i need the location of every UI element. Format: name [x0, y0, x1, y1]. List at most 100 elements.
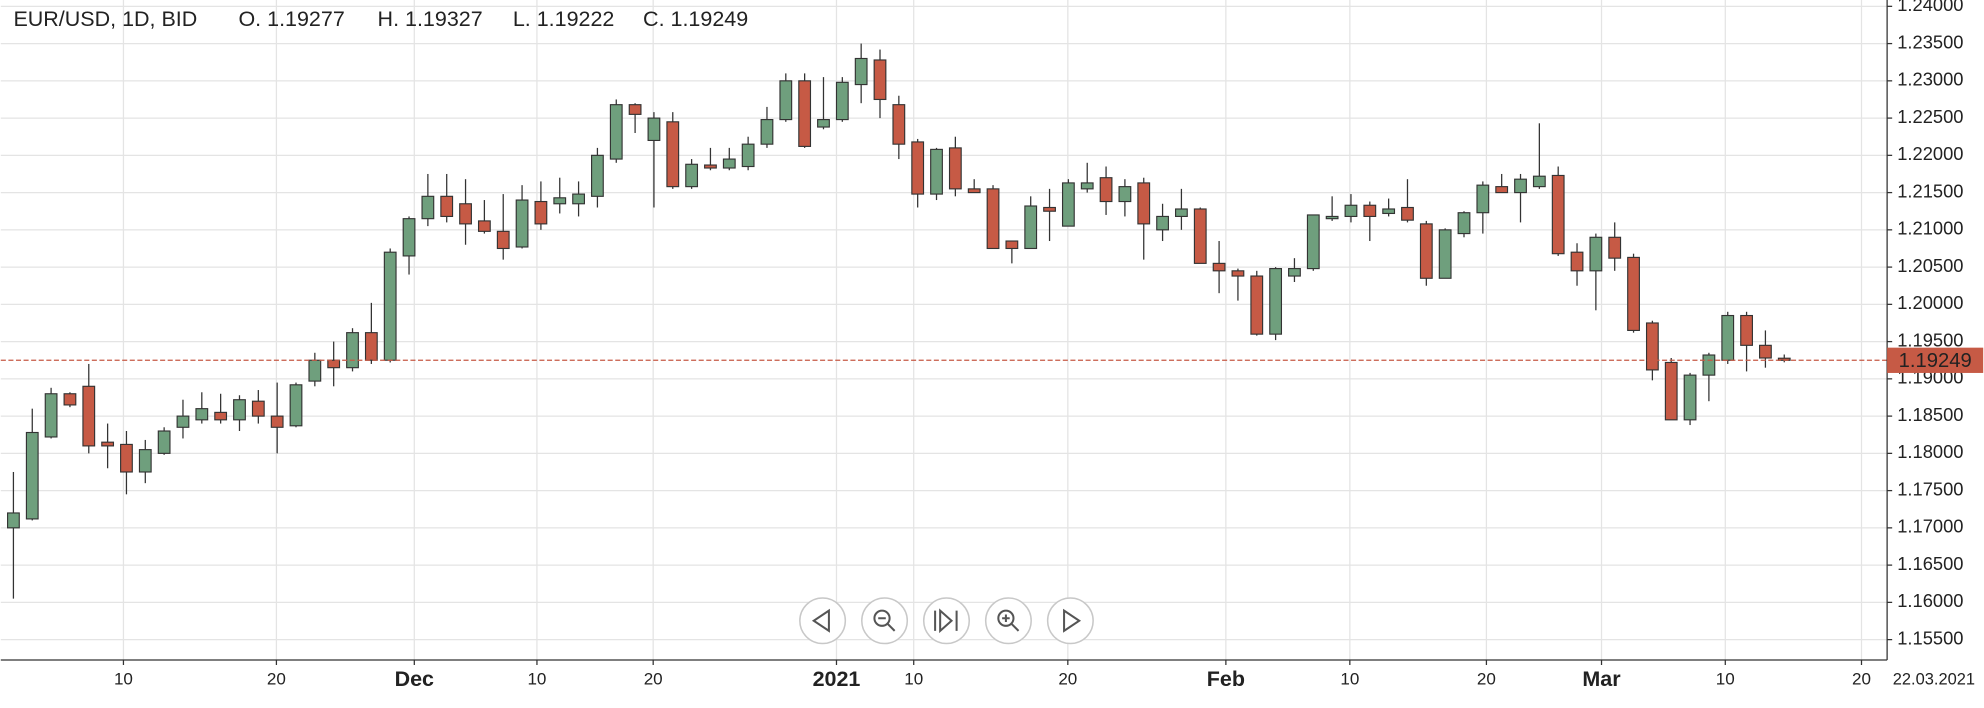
candle-body [1024, 205, 1038, 250]
candle-body [1363, 204, 1377, 218]
candle-body [1325, 215, 1339, 220]
x-tick-label: Mar [1582, 667, 1621, 691]
candle-body [1476, 184, 1490, 214]
candle-body [911, 141, 925, 195]
x-tick-label: 20 [1852, 670, 1871, 689]
x-tick-label: 20 [1477, 670, 1496, 689]
y-tick-label: 1.21000 [1897, 218, 1963, 239]
y-tick-label: 1.16000 [1897, 590, 1963, 611]
candle-body [515, 199, 529, 248]
candle-body [722, 158, 736, 169]
candle-body [609, 104, 623, 160]
x-tick-label: 10 [904, 670, 923, 689]
candle-body [289, 384, 303, 427]
axes: 1.15500 1.16000 1.16500 1.17000 1.17500 1.180… [0, 0, 1984, 691]
y-tick-label: 1.17500 [1897, 478, 1963, 499]
y-tick-label: 1.21500 [1897, 180, 1963, 201]
symbol: EUR/USD, 1D, BID [13, 7, 197, 31]
candle-body [1156, 215, 1169, 231]
x-tick-label: 20 [267, 670, 286, 689]
candle-body [1118, 186, 1132, 203]
candle-body [459, 203, 472, 225]
x-tick-label: 10 [1716, 670, 1735, 689]
candle-body [760, 119, 774, 145]
candle-body [948, 147, 962, 190]
candle-body [1401, 206, 1414, 221]
candle-body [1099, 177, 1113, 203]
candle-body [854, 57, 868, 86]
candle-body [138, 449, 152, 473]
x-tick-label: 2021 [813, 667, 861, 691]
candle-body [967, 188, 981, 194]
candle-body [364, 332, 378, 361]
candle-body [25, 431, 39, 520]
candle-body [817, 119, 830, 128]
candle-body [1608, 236, 1622, 259]
candle-body [873, 59, 887, 101]
ohlc-low: L. 1.19222 [513, 7, 615, 31]
candle-body [591, 154, 604, 197]
ohlc-open: O. 1.19277 [238, 7, 344, 31]
candle-body [1514, 178, 1527, 194]
candle-body [1551, 174, 1565, 255]
candle-body [308, 359, 322, 382]
candle-body [157, 430, 171, 454]
candle-body [440, 195, 454, 218]
candle-body [798, 80, 812, 147]
candle-body [1683, 374, 1697, 421]
candle-body [270, 415, 284, 428]
y-tick-label: 1.23000 [1897, 69, 1963, 90]
candle-body [1627, 256, 1640, 331]
candle-body [1702, 354, 1716, 376]
scroll-right-button[interactable] [1046, 597, 1094, 645]
candle-body [1288, 268, 1301, 277]
candle-body [647, 117, 661, 142]
candle-body [572, 193, 585, 205]
candle-body [1212, 262, 1226, 272]
y-tick-label: 1.18500 [1897, 404, 1963, 425]
candle-body [195, 408, 209, 421]
candle-body [1382, 208, 1396, 215]
candle-body [1137, 182, 1151, 225]
zoom-out-button[interactable] [861, 597, 909, 645]
candle-body [1306, 214, 1320, 270]
x-tick-label: Feb [1207, 667, 1245, 691]
reset-button[interactable] [922, 597, 971, 645]
candle-body [892, 104, 906, 145]
candle-body [1532, 175, 1546, 188]
ohlc-close: C. 1.19249 [643, 7, 748, 31]
y-tick-label: 1.20500 [1897, 255, 1963, 276]
x-tick-label: 20 [644, 670, 663, 689]
candle-body [233, 399, 246, 421]
candle-body [1005, 240, 1019, 250]
scroll-left-button[interactable] [799, 597, 847, 645]
candle-body [1080, 182, 1094, 190]
x-tick-label: 20 [1058, 670, 1077, 689]
candle-body [1664, 361, 1678, 421]
navigation [799, 597, 1094, 645]
candle-body [1570, 251, 1584, 272]
candle-body [120, 443, 133, 473]
candle-body [1721, 314, 1735, 361]
candle-body [101, 441, 115, 447]
candle-body [496, 230, 510, 250]
candle-body [421, 195, 435, 220]
candle-body [477, 220, 491, 232]
candle-body [1250, 275, 1264, 335]
candle-body [1645, 322, 1659, 371]
y-tick-label: 1.24000 [1897, 0, 1963, 15]
zoom-in-button[interactable] [984, 597, 1032, 645]
candle-body [835, 81, 849, 121]
y-tick-label: 1.22500 [1897, 106, 1963, 127]
candle-body [44, 393, 58, 438]
ohlc-high: H. 1.19327 [378, 7, 483, 31]
candles [0, 43, 1888, 599]
date-label: 22.03.2021 [1893, 671, 1975, 689]
candle-body [1231, 270, 1245, 277]
candle-body [383, 251, 397, 361]
candle-body [402, 218, 416, 257]
candle-body [704, 164, 717, 169]
x-tick-label: 10 [1340, 670, 1359, 689]
candle-body [1457, 212, 1471, 235]
